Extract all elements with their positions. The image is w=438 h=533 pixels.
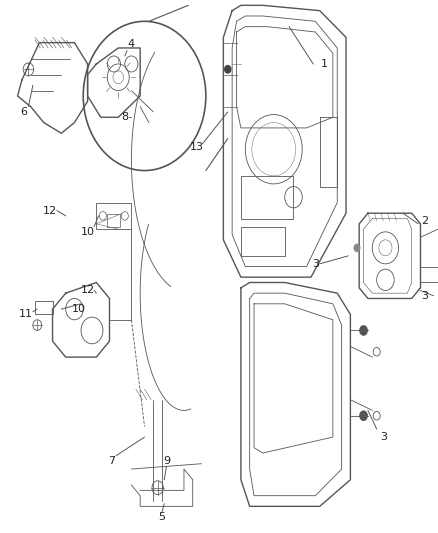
Text: 5: 5 (159, 512, 166, 522)
Text: 2: 2 (421, 216, 428, 226)
Circle shape (359, 325, 368, 336)
Text: 1: 1 (321, 59, 328, 69)
Text: 11: 11 (19, 310, 33, 319)
Text: 6: 6 (21, 107, 28, 117)
Bar (241, 227, 285, 256)
Text: 7: 7 (108, 456, 115, 466)
Text: 4: 4 (128, 39, 135, 49)
Bar (241, 176, 293, 219)
Text: 12: 12 (81, 286, 95, 295)
Circle shape (353, 244, 360, 252)
Bar (107, 214, 120, 227)
Circle shape (359, 410, 368, 421)
Bar (35, 301, 53, 314)
Text: 3: 3 (312, 259, 319, 269)
Text: 12: 12 (43, 206, 57, 215)
Bar (96, 203, 131, 229)
Text: 3: 3 (421, 291, 428, 301)
Text: 10: 10 (72, 304, 86, 314)
Text: 10: 10 (81, 227, 95, 237)
Circle shape (225, 66, 231, 73)
Text: 9: 9 (163, 456, 170, 466)
Text: 13: 13 (190, 142, 204, 151)
Text: 3: 3 (380, 432, 387, 442)
Text: 8: 8 (121, 112, 128, 122)
